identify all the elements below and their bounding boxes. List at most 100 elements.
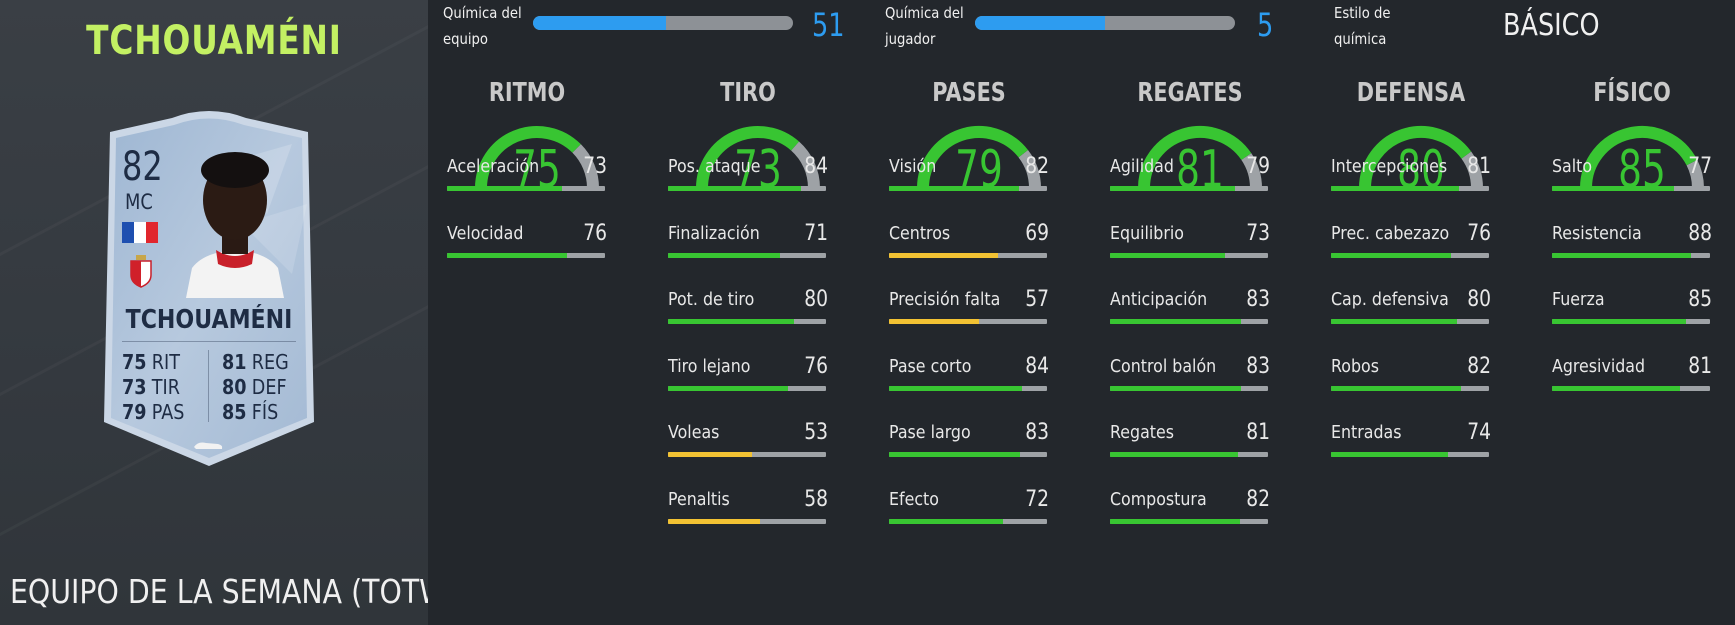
attribute-row[interactable]: Efecto 72 xyxy=(889,486,1049,549)
attribute-value: 85 xyxy=(1688,287,1712,312)
attribute-row[interactable]: Compostura 82 xyxy=(1110,487,1270,549)
attribute-value: 71 xyxy=(804,220,828,246)
attribute-bar-fill xyxy=(1110,186,1235,191)
attribute-label: Fuerza xyxy=(1552,289,1605,310)
attribute-label: Visión xyxy=(889,156,937,177)
chemistry-style-value[interactable]: BÁSICO xyxy=(1503,8,1600,43)
attribute-row[interactable]: Fuerza 85 xyxy=(1552,287,1712,349)
attribute-value: 81 xyxy=(1246,420,1270,445)
stat-column-title: REGATES xyxy=(1137,78,1243,108)
attribute-bar xyxy=(889,252,1047,258)
attribute-value: 57 xyxy=(1025,287,1049,312)
player-photo xyxy=(186,152,284,298)
attribute-bar xyxy=(889,518,1047,524)
attribute-row[interactable]: Penaltis 58 xyxy=(668,486,828,549)
attribute-bar-fill xyxy=(1110,385,1242,391)
attribute-bar-fill xyxy=(1331,186,1459,191)
attribute-bar xyxy=(1331,385,1489,391)
attribute-row[interactable]: Robos 82 xyxy=(1331,354,1491,416)
attribute-row[interactable]: Pase corto 84 xyxy=(889,354,1049,416)
attribute-label: Salto xyxy=(1552,156,1593,177)
card-stat: 85 FÍS xyxy=(222,400,279,424)
attribute-label: Tiro lejano xyxy=(668,355,751,377)
attribute-value: 88 xyxy=(1688,220,1712,246)
attribute-bar-fill xyxy=(447,252,568,258)
attribute-row[interactable]: Agilidad 79 xyxy=(1110,154,1270,216)
stat-column-title: TIRO xyxy=(720,78,776,108)
attribute-row[interactable]: Regates 81 xyxy=(1110,420,1270,482)
player-card[interactable]: 82 MC TCHOUAMÉNI 75 RIT 73 TIR 79 PAS 81 REG… xyxy=(92,104,326,470)
player-chemistry-bar xyxy=(975,16,1235,30)
attribute-bar xyxy=(668,319,826,324)
attribute-row[interactable]: Voleas 53 xyxy=(668,420,828,482)
attribute-label: Prec. cabezazo xyxy=(1331,222,1450,244)
attribute-bar xyxy=(668,518,826,524)
attribute-bar-fill xyxy=(668,186,801,191)
gauge-fill xyxy=(1138,126,1252,189)
attribute-row[interactable]: Agresividad 81 xyxy=(1552,353,1712,416)
attribute-row[interactable]: Control balón 83 xyxy=(1110,353,1270,416)
attribute-bar xyxy=(1110,385,1268,391)
card-stat: 80 DEF xyxy=(222,375,287,399)
attribute-bar xyxy=(1331,319,1489,324)
attribute-row[interactable]: Prec. cabezazo 76 xyxy=(1331,221,1491,283)
gauge-fill xyxy=(917,126,1028,189)
attribute-row[interactable]: Salto 77 xyxy=(1552,154,1712,216)
attribute-row[interactable]: Pos. ataque 84 xyxy=(668,154,828,216)
attribute-label: Regates xyxy=(1110,422,1175,443)
attribute-row[interactable]: Visión 82 xyxy=(889,154,1049,216)
attribute-value: 82 xyxy=(1025,154,1049,179)
attribute-bar xyxy=(668,252,826,258)
attribute-row[interactable]: Equilibrio 73 xyxy=(1110,221,1270,283)
attribute-bar-fill xyxy=(1110,252,1226,258)
attribute-row[interactable]: Precisión falta 57 xyxy=(889,287,1049,349)
attribute-row[interactable]: Pase largo 83 xyxy=(889,420,1049,482)
attribute-label: Pot. de tiro xyxy=(668,289,755,310)
team-chemistry-value: 51 xyxy=(812,6,845,44)
attribute-row[interactable]: Centros 69 xyxy=(889,220,1049,283)
attribute-value: 72 xyxy=(1025,486,1049,512)
attribute-value: 79 xyxy=(1246,154,1270,179)
team-chemistry-bar xyxy=(533,16,793,30)
attribute-value: 83 xyxy=(1246,287,1270,312)
chemistry-style-label: Estilo de química xyxy=(1334,4,1391,48)
attribute-bar xyxy=(1331,252,1489,258)
attribute-row[interactable]: Entradas 74 xyxy=(1331,420,1491,482)
attribute-row[interactable]: Aceleración 73 xyxy=(447,154,607,216)
attribute-bar-fill xyxy=(447,186,563,191)
attribute-label: Anticipación xyxy=(1110,289,1208,310)
attribute-label: Centros xyxy=(889,222,951,244)
attribute-row[interactable]: Resistencia 88 xyxy=(1552,220,1712,283)
attribute-bar-fill xyxy=(889,252,999,258)
attribute-value: 83 xyxy=(1246,353,1270,379)
attribute-label: Resistencia xyxy=(1552,222,1642,244)
card-stat: 79 PAS xyxy=(122,400,185,424)
attribute-value: 81 xyxy=(1467,154,1491,179)
attribute-bar-fill xyxy=(668,518,760,524)
gauge-track xyxy=(1018,150,1041,189)
attribute-value: 83 xyxy=(1025,420,1049,445)
attribute-row[interactable]: Cap. defensiva 80 xyxy=(1331,287,1491,349)
card-divider xyxy=(208,350,209,422)
attribute-row[interactable]: Finalización 71 xyxy=(668,220,828,283)
card-rating: 82 xyxy=(122,144,163,190)
stat-column-title: RITMO xyxy=(488,78,566,108)
attribute-row[interactable]: Anticipación 83 xyxy=(1110,287,1270,349)
attribute-label: Agilidad xyxy=(1110,156,1174,177)
attribute-value: 77 xyxy=(1688,154,1712,179)
attribute-bar xyxy=(1331,186,1489,191)
stat-column-title: FÍSICO xyxy=(1593,78,1671,108)
attribute-bar-fill xyxy=(1331,319,1458,324)
attribute-row[interactable]: Tiro lejano 76 xyxy=(668,354,828,416)
attribute-row[interactable]: Pot. de tiro 80 xyxy=(668,287,828,349)
attribute-bar-fill xyxy=(1110,319,1242,324)
stat-gauge xyxy=(475,126,599,189)
attribute-value: 58 xyxy=(804,486,828,512)
attribute-value: 69 xyxy=(1025,220,1049,246)
attribute-row[interactable]: Intercepciones 81 xyxy=(1331,154,1491,216)
attribute-label: Agresividad xyxy=(1552,355,1646,377)
attribute-row[interactable]: Velocidad 76 xyxy=(447,221,607,283)
attribute-value: 81 xyxy=(1688,353,1712,379)
attribute-bar-fill xyxy=(668,452,752,457)
gauge-fill xyxy=(1359,126,1472,189)
